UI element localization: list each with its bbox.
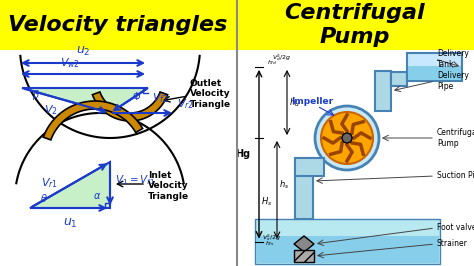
Text: Impeller: Impeller	[291, 97, 333, 106]
Bar	[407, 53, 462, 81]
Text: $u_1$: $u_1$	[63, 217, 77, 230]
Text: $h_{fs}$: $h_{fs}$	[265, 240, 275, 248]
Circle shape	[342, 133, 352, 143]
Text: Hg: Hg	[235, 149, 250, 159]
Text: $V_{w2}$: $V_{w2}$	[60, 56, 80, 70]
Bar	[0, 50, 237, 266]
Text: Centrifugal
Pump: Centrifugal Pump	[437, 128, 474, 148]
Text: Suction Pipe: Suction Pipe	[437, 172, 474, 181]
Text: $V_d^2/2g$: $V_d^2/2g$	[272, 53, 291, 63]
Bar	[255, 219, 440, 264]
Bar	[295, 158, 313, 219]
Text: $H_s$: $H_s$	[261, 196, 272, 208]
Bar	[294, 250, 314, 262]
Bar	[0, 0, 474, 50]
Text: Delivery
Tank: Delivery Tank	[437, 49, 469, 69]
Bar	[237, 50, 474, 266]
Polygon shape	[43, 101, 143, 140]
Circle shape	[315, 106, 379, 170]
Text: Foot valve: Foot valve	[437, 223, 474, 232]
Text: $\theta$: $\theta$	[40, 192, 48, 204]
Polygon shape	[30, 162, 110, 208]
Circle shape	[321, 112, 373, 164]
Text: $V_{r2}$: $V_{r2}$	[177, 97, 194, 111]
Bar	[256, 236, 439, 263]
Text: $V_{f2}$: $V_{f2}$	[152, 92, 168, 105]
Text: Inlet
Velocity
Triangle: Inlet Velocity Triangle	[148, 171, 189, 201]
Polygon shape	[22, 88, 148, 113]
Text: Centrifugal
Pump: Centrifugal Pump	[285, 3, 425, 47]
Text: $\Phi$: $\Phi$	[132, 90, 142, 102]
Text: $V_s^2/2g$: $V_s^2/2g$	[262, 232, 281, 243]
Bar	[391, 72, 407, 86]
Text: $V_1 = V_{f1}$: $V_1 = V_{f1}$	[115, 173, 155, 187]
Text: Strainer: Strainer	[437, 239, 468, 248]
Text: $\beta$: $\beta$	[32, 88, 40, 102]
Bar	[375, 71, 391, 111]
Text: Delivery
Pipe: Delivery Pipe	[437, 71, 469, 91]
Bar	[408, 66, 461, 80]
Text: $u_2$: $u_2$	[76, 45, 90, 58]
Polygon shape	[294, 236, 314, 252]
Text: $h_{fd}$: $h_{fd}$	[267, 59, 277, 68]
Text: $h_d$: $h_d$	[289, 96, 300, 109]
Text: $V_2$: $V_2$	[44, 103, 58, 117]
Polygon shape	[92, 92, 168, 121]
Text: Outlet
Velocity
Triangle: Outlet Velocity Triangle	[190, 79, 231, 109]
Text: $h_s$: $h_s$	[279, 178, 289, 191]
Text: Velocity triangles: Velocity triangles	[9, 15, 228, 35]
Text: $\alpha$: $\alpha$	[93, 191, 101, 201]
Bar	[295, 158, 324, 176]
Text: $V_{r1}$: $V_{r1}$	[41, 176, 58, 190]
